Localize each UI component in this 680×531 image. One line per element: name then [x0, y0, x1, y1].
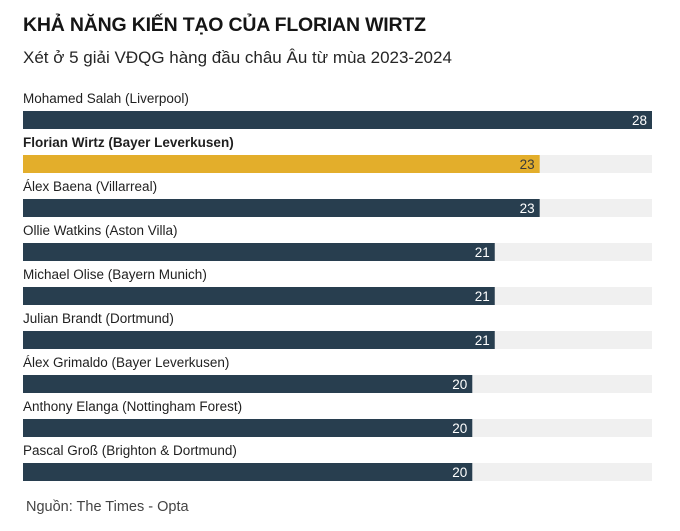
category-label: Álex Grimaldo (Bayer Leverkusen)	[23, 355, 229, 370]
value-label: 20	[452, 465, 467, 480]
value-label: 21	[475, 289, 490, 304]
value-label: 20	[452, 377, 467, 392]
bar	[23, 199, 540, 217]
value-label: 28	[632, 113, 647, 128]
bar	[23, 463, 473, 481]
value-label: 23	[520, 201, 535, 216]
value-label: 21	[475, 245, 490, 260]
source-note: Nguồn: The Times - Opta	[26, 499, 189, 515]
chart-subtitle: Xét ở 5 giải VĐQG hàng đầu châu Âu từ mù…	[23, 48, 452, 67]
bar	[23, 111, 652, 129]
category-label: Julian Brandt (Dortmund)	[23, 311, 174, 326]
category-label: Álex Baena (Villarreal)	[23, 179, 157, 194]
bar	[23, 419, 473, 437]
bar	[23, 287, 495, 305]
value-label: 23	[520, 157, 535, 172]
value-label: 21	[475, 333, 490, 348]
category-label: Pascal Groß (Brighton & Dortmund)	[23, 443, 237, 458]
category-label: Mohamed Salah (Liverpool)	[23, 91, 189, 106]
bar	[23, 375, 473, 393]
chart-title: KHẢ NĂNG KIẾN TẠO CỦA FLORIAN WIRTZ	[23, 14, 426, 36]
highlighted-bar	[23, 155, 540, 173]
category-label: Ollie Watkins (Aston Villa)	[23, 223, 178, 238]
value-label: 20	[452, 421, 467, 436]
category-label: Anthony Elanga (Nottingham Forest)	[23, 399, 242, 414]
bar	[23, 243, 495, 261]
category-label: Michael Olise (Bayern Munich)	[23, 267, 207, 282]
category-label: Florian Wirtz (Bayer Leverkusen)	[23, 135, 234, 150]
bar	[23, 331, 495, 349]
